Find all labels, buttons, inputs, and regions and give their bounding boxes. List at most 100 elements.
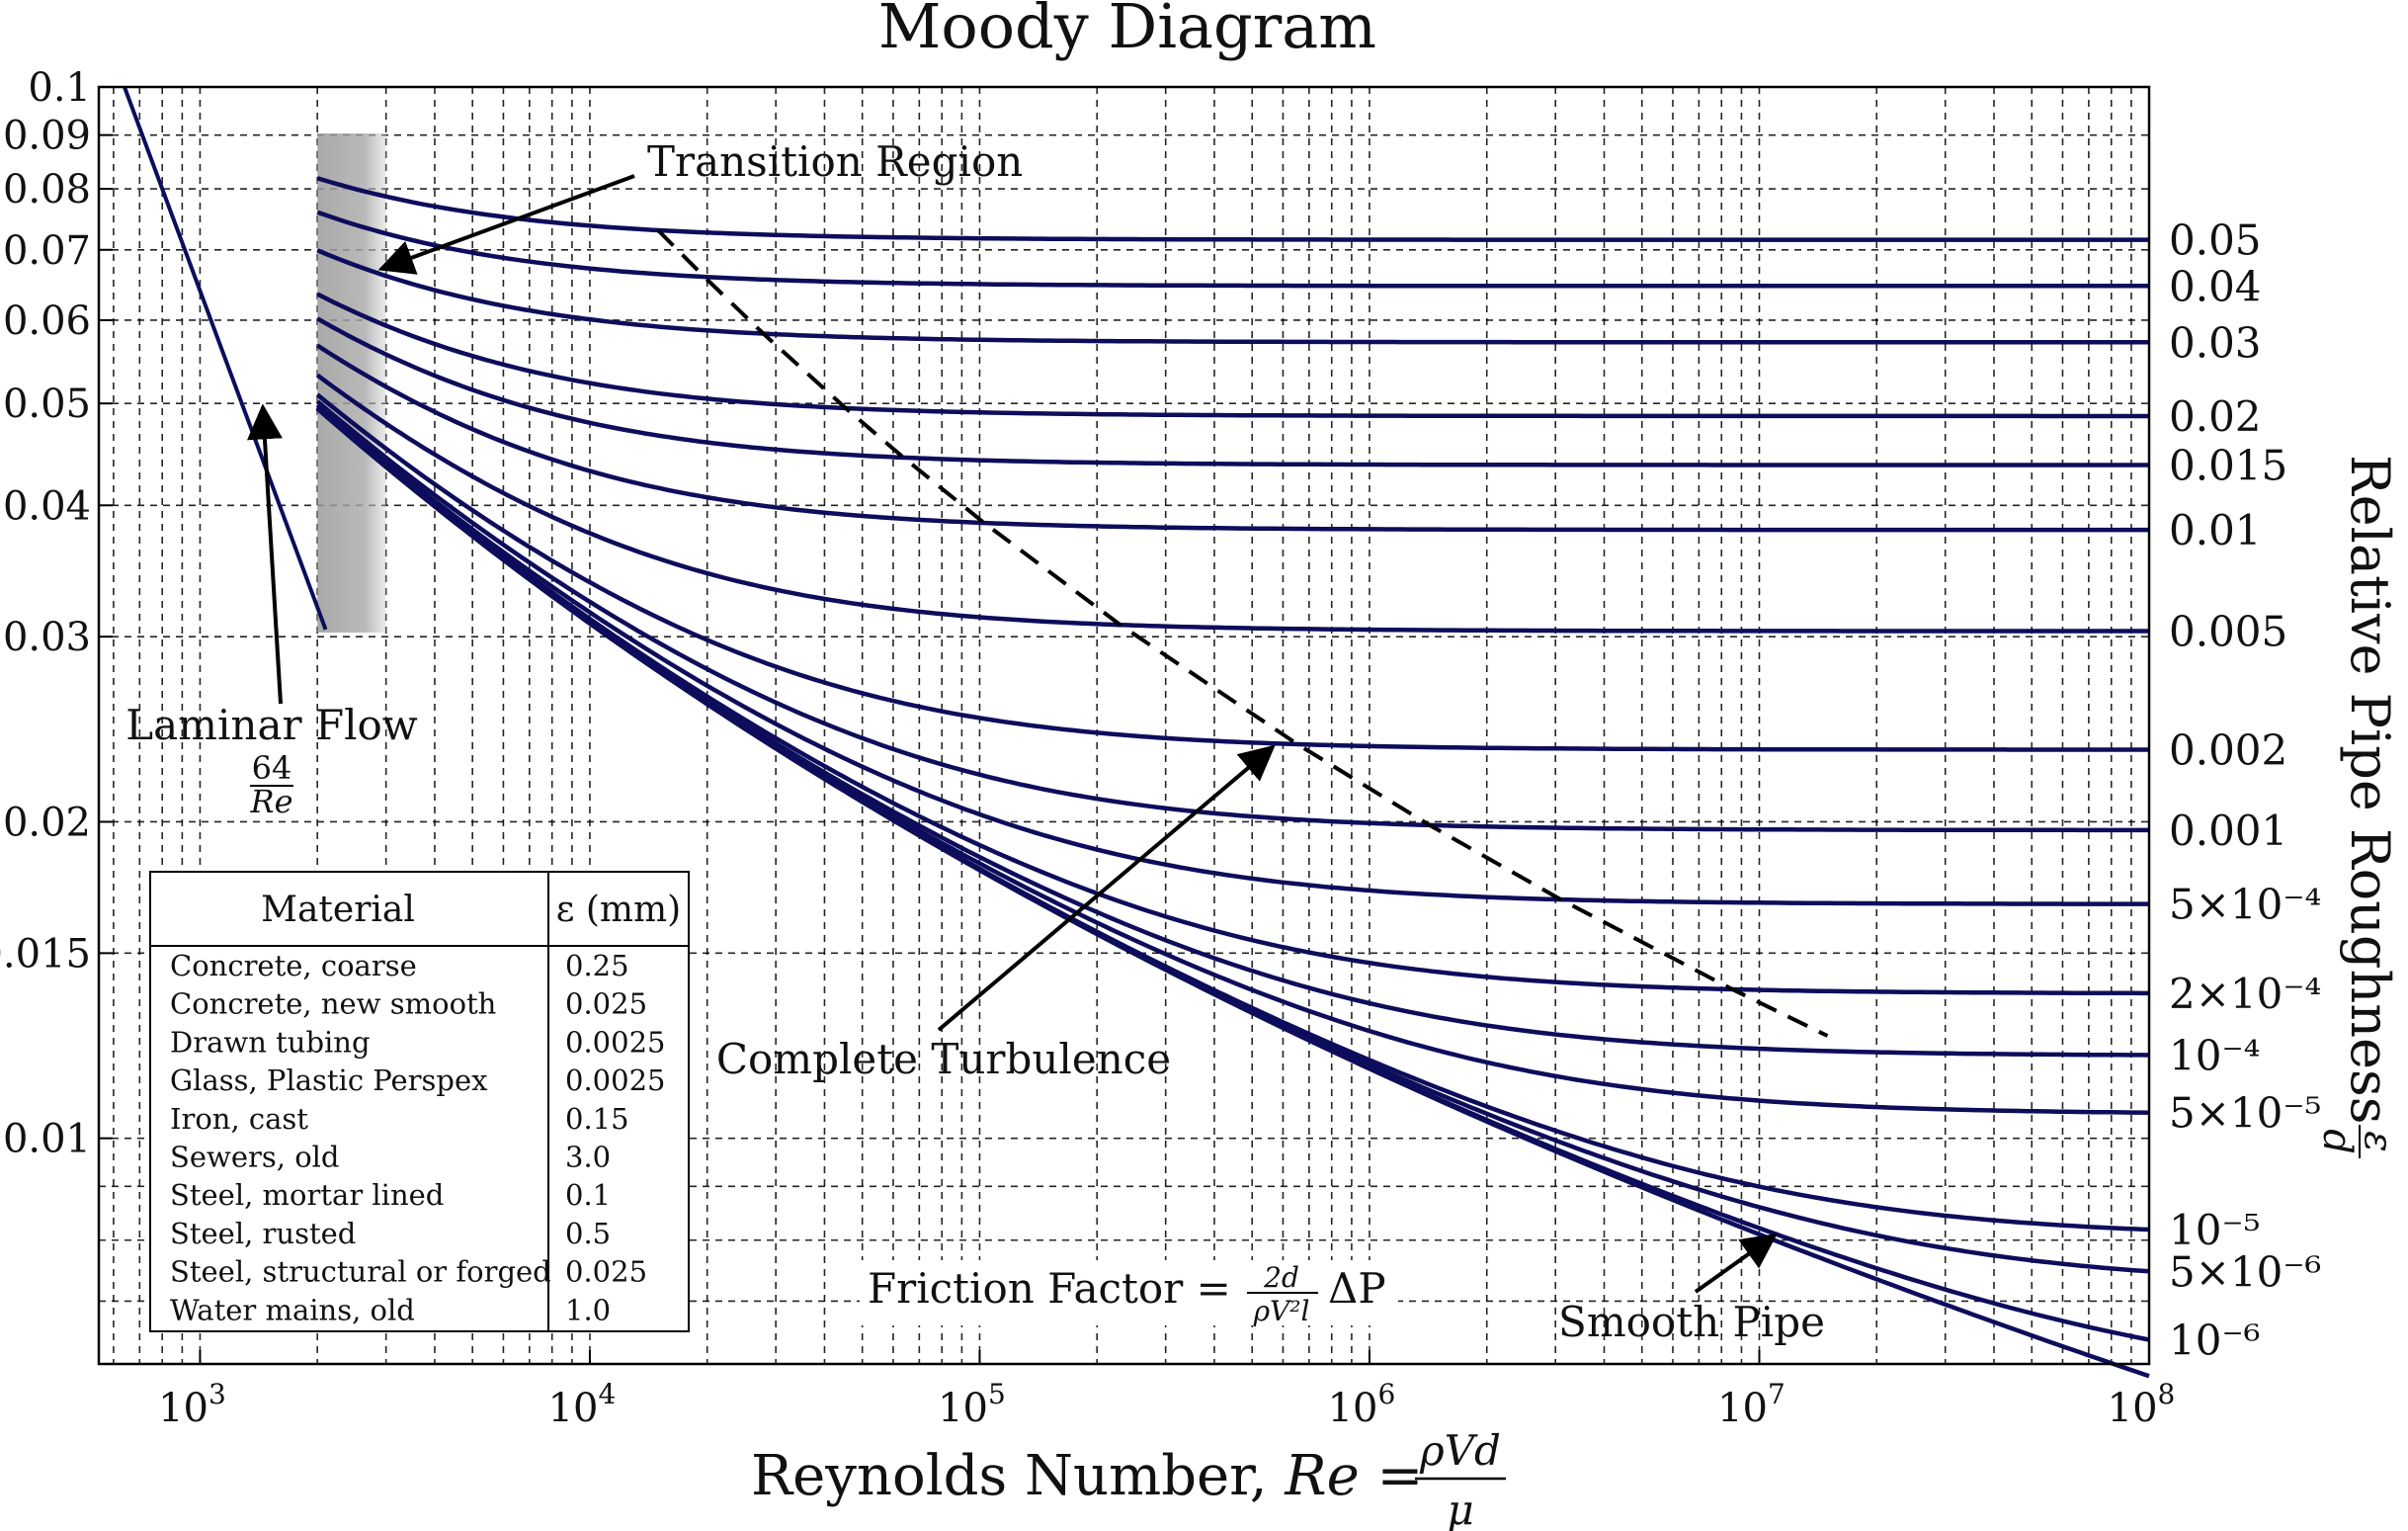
smooth-pipe-label: Smooth Pipe bbox=[1558, 1298, 1825, 1346]
friction-curves bbox=[123, 86, 2150, 1379]
roughness-curve bbox=[316, 316, 2149, 468]
roughness-label: 5×10⁻⁶ bbox=[2169, 1247, 2321, 1296]
y-tick-label: 0.01 bbox=[3, 1117, 91, 1162]
material-table-cell-material: Drawn tubing bbox=[170, 1025, 371, 1059]
material-table-cell-roughness: 0.0025 bbox=[565, 1025, 665, 1059]
x-axis-ticks: 103 104 105 106 107 108 bbox=[158, 1350, 2175, 1431]
x-tick-label: 107 bbox=[1717, 1378, 1785, 1431]
y-tick-label: 0.05 bbox=[3, 382, 91, 427]
right-axis-label-text: Relative Pipe Roughness bbox=[2339, 455, 2401, 1124]
x-axis-label: Reynolds Number, Re = bbox=[751, 1444, 1423, 1508]
material-table-cell-material: Concrete, coarse bbox=[170, 949, 417, 982]
x-tick-label: 106 bbox=[1328, 1378, 1396, 1431]
friction-factor-numerator: 2d bbox=[1263, 1261, 1299, 1294]
y-tick-label: 0.03 bbox=[3, 615, 91, 660]
roughness-label: 10⁻⁶ bbox=[2169, 1316, 2260, 1364]
y-tick-label: 0.09 bbox=[3, 114, 91, 159]
material-table-cell-roughness: 1.0 bbox=[565, 1293, 611, 1326]
roughness-label: 10⁻⁴ bbox=[2169, 1031, 2260, 1079]
roughness-curve bbox=[315, 406, 2150, 1379]
laminar-flow-label: Laminar Flow bbox=[125, 701, 418, 749]
y-tick-label: 0.02 bbox=[3, 800, 91, 845]
roughness-label: 0.005 bbox=[2169, 608, 2287, 656]
roughness-label: 5×10⁻⁴ bbox=[2169, 881, 2321, 929]
grid-lines bbox=[99, 87, 2149, 1364]
x-tick-label: 108 bbox=[2108, 1378, 2176, 1431]
y-tick-label: 0.08 bbox=[3, 167, 91, 213]
roughness-curve bbox=[316, 248, 2149, 345]
transition-region-arrow bbox=[377, 174, 635, 275]
x-axis-label-denominator: μ bbox=[1447, 1486, 1473, 1531]
material-table-cell-material: Iron, cast bbox=[170, 1102, 308, 1136]
x-axis-label-numerator: ρVd bbox=[1419, 1426, 1501, 1475]
chart-title: Moody Diagram bbox=[878, 0, 1376, 62]
roughness-label: 2×10⁻⁴ bbox=[2169, 970, 2321, 1018]
friction-factor-label: Friction Factor = bbox=[868, 1264, 1231, 1313]
laminar-formula-numerator: 64 bbox=[252, 749, 292, 787]
material-table-cell-material: Glass, Plastic Perspex bbox=[170, 1063, 487, 1097]
material-table-cell-roughness: 3.0 bbox=[565, 1141, 611, 1174]
material-table: Material ε (mm) Concrete, coarse 0.25Conc… bbox=[149, 871, 690, 1332]
material-table-cell-roughness: 0.025 bbox=[565, 1255, 647, 1289]
material-table-cell-material: Sewers, old bbox=[170, 1141, 340, 1174]
right-axis-label-numerator: ε bbox=[2356, 1131, 2401, 1151]
roughness-curve bbox=[316, 292, 2149, 419]
x-tick-label: 103 bbox=[158, 1378, 226, 1431]
complete-turbulence-arrow bbox=[937, 744, 1276, 1032]
laminar-flow-line bbox=[123, 86, 328, 631]
y-axis-ticks: 0.10.09 0.08 0.07 0.06 0.05 0.04 0.03 0.02 0.015… bbox=[0, 65, 113, 1162]
roughness-label: 0.002 bbox=[2169, 726, 2287, 775]
complete-turbulence-boundary bbox=[656, 228, 1829, 1038]
material-table-rows: Concrete, coarse 0.25 Concrete, new smooth… bbox=[170, 949, 665, 1326]
roughness-curve bbox=[315, 373, 2149, 634]
roughness-label: 0.04 bbox=[2169, 262, 2262, 310]
laminar-flow-arrow bbox=[246, 403, 283, 705]
roughness-curve bbox=[315, 343, 2149, 533]
y-tick-label: 0.1 bbox=[28, 65, 91, 111]
friction-factor-denominator: ρV²l bbox=[1253, 1295, 1310, 1327]
material-table-cell-roughness: 0.1 bbox=[565, 1178, 611, 1212]
material-table-cell-roughness: 0.15 bbox=[565, 1102, 629, 1136]
roughness-labels: 0.050.04 0.03 0.020.015 0.01 0.005 0.002 0.001… bbox=[2169, 216, 2321, 1365]
roughness-label: 5×10⁻⁵ bbox=[2169, 1089, 2321, 1138]
y-tick-label: 0.04 bbox=[3, 483, 91, 529]
material-table-header-material: Material bbox=[261, 890, 415, 930]
plot-frame bbox=[97, 85, 2151, 1366]
material-table-cell-roughness: 0.5 bbox=[565, 1217, 611, 1250]
y-tick-label: 0.06 bbox=[3, 298, 91, 344]
roughness-label: 10⁻⁵ bbox=[2169, 1206, 2260, 1254]
roughness-label: 0.015 bbox=[2169, 442, 2287, 490]
material-table-cell-material: Steel, structural or forged bbox=[170, 1255, 551, 1289]
y-tick-label: 0.015 bbox=[0, 931, 91, 977]
right-axis-label-denominator: d bbox=[2314, 1129, 2360, 1154]
roughness-label: 0.05 bbox=[2169, 216, 2262, 265]
right-axis-label: Relative Pipe Roughness ε d bbox=[2314, 455, 2401, 1158]
y-tick-label: 0.07 bbox=[3, 228, 91, 274]
roughness-curve bbox=[315, 392, 2149, 752]
roughness-curve bbox=[316, 210, 2149, 289]
material-table-cell-material: Steel, rusted bbox=[170, 1217, 356, 1250]
roughness-curve bbox=[315, 402, 2149, 906]
material-table-box bbox=[149, 871, 690, 1332]
friction-factor-tail: ΔP bbox=[1328, 1264, 1386, 1313]
roughness-label: 0.03 bbox=[2169, 318, 2262, 367]
x-tick-label: 104 bbox=[548, 1378, 617, 1431]
material-table-cell-material: Steel, mortar lined bbox=[170, 1178, 444, 1212]
transition-region-label: Transition Region bbox=[647, 137, 1023, 186]
material-table-cell-material: Water mains, old bbox=[170, 1293, 415, 1326]
material-table-cell-roughness: 0.25 bbox=[565, 949, 629, 982]
roughness-curve bbox=[315, 399, 2149, 833]
roughness-label: 0.01 bbox=[2169, 506, 2262, 554]
x-tick-label: 105 bbox=[938, 1378, 1006, 1431]
material-table-cell-roughness: 0.0025 bbox=[565, 1063, 665, 1097]
material-table-header-roughness: ε (mm) bbox=[556, 890, 681, 930]
complete-turbulence-label: Complete Turbulence bbox=[716, 1035, 1171, 1083]
material-table-cell-roughness: 0.025 bbox=[565, 987, 647, 1021]
roughness-label: 0.001 bbox=[2169, 807, 2287, 855]
roughness-label: 0.02 bbox=[2169, 392, 2262, 441]
laminar-formula-denominator: Re bbox=[249, 783, 292, 820]
roughness-curve bbox=[316, 176, 2149, 242]
smooth-pipe-arrow bbox=[1694, 1233, 1778, 1294]
material-table-cell-material: Concrete, new smooth bbox=[170, 987, 496, 1021]
